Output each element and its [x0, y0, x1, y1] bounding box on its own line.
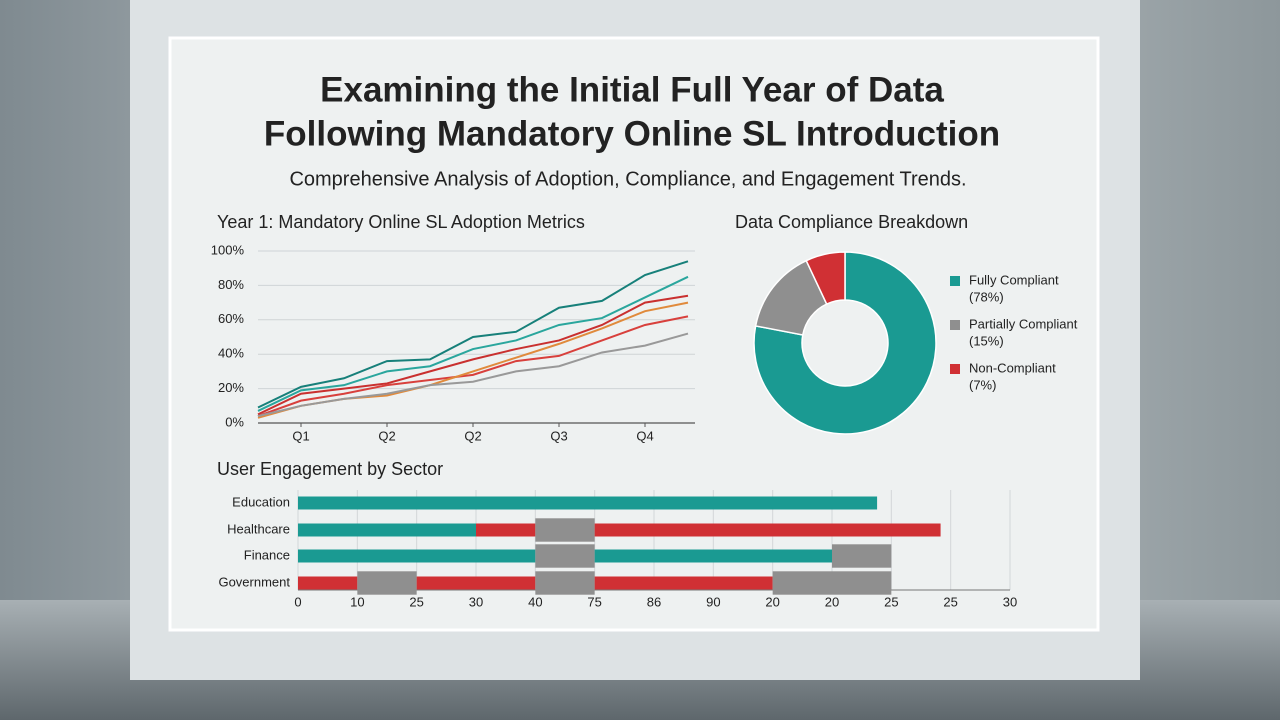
x-tick-label: Q3: [550, 428, 567, 443]
y-tick-label: 60%: [218, 311, 244, 326]
x-tick-label: 90: [706, 594, 720, 609]
bar-segment: [298, 549, 536, 563]
x-tick-label: 30: [469, 594, 483, 609]
x-tick-label: 20: [765, 594, 779, 609]
legend-label: Non-Compliant: [969, 360, 1056, 375]
x-tick-label: 25: [943, 594, 957, 609]
bar-segment: [298, 523, 476, 537]
pie-slice: [753, 251, 937, 435]
bar-segment: [535, 544, 595, 568]
y-tick-label: Finance: [244, 547, 290, 562]
y-tick-label: 20%: [218, 380, 244, 395]
bar-segment: [476, 523, 536, 537]
x-tick-label: Q2: [464, 428, 481, 443]
bar-segment: [772, 571, 832, 595]
bar-segment: [832, 571, 892, 595]
legend-swatch: [950, 320, 960, 330]
bar-segment: [832, 544, 892, 568]
title-line: Examining the Initial Full Year of Data: [320, 70, 944, 109]
line-series: [257, 332, 689, 418]
x-tick-label: Q4: [636, 428, 653, 443]
x-tick-label: 25: [409, 594, 423, 609]
x-tick-label: 10: [350, 594, 364, 609]
y-tick-label: Education: [232, 494, 290, 509]
title-line: Following Mandatory Online SL Introducti…: [264, 114, 1000, 153]
x-tick-label: 30: [1003, 594, 1017, 609]
x-tick-label: Q1: [292, 428, 309, 443]
bar-segment: [535, 571, 595, 595]
pie-slice: [805, 251, 846, 306]
y-tick-label: Government: [218, 574, 290, 589]
charts: 0% 20% 40% 60% 80% 100% Q1 Q2 Q2 Q3 Q4 Fully Compli…: [211, 242, 1078, 609]
subtitle: Comprehensive Analysis of Adoption, Comp…: [289, 168, 966, 190]
chart-title: Data Compliance Breakdown: [735, 212, 968, 232]
legend-value: (7%): [969, 377, 996, 392]
legend-label: Partially Compliant: [969, 316, 1078, 331]
bar-segment: [298, 576, 358, 590]
x-tick-label: 86: [647, 594, 661, 609]
x-tick-label: 20: [825, 594, 839, 609]
bar-segment: [416, 576, 536, 590]
x-tick-label: 75: [587, 594, 601, 609]
x-tick-label: 40: [528, 594, 542, 609]
bar-segment: [594, 523, 941, 537]
line-series: [257, 275, 689, 412]
line-series: [257, 294, 689, 416]
y-tick-label: 40%: [218, 346, 244, 361]
chart-title: Year 1: Mandatory Online SL Adoption Met…: [217, 212, 585, 232]
y-tick-label: 80%: [218, 277, 244, 292]
legend-label: Fully Compliant: [969, 272, 1059, 287]
legend-value: (15%): [969, 333, 1004, 348]
bar-segment: [594, 549, 832, 563]
y-tick-label: Healthcare: [227, 521, 290, 536]
bar-segment: [535, 518, 595, 542]
legend-value: (78%): [969, 289, 1004, 304]
y-tick-label: 100%: [211, 242, 245, 257]
x-tick-label: Q2: [378, 428, 395, 443]
bar-segment: [594, 576, 773, 590]
bar-segment: [298, 496, 878, 510]
x-tick-label: 25: [884, 594, 898, 609]
legend-swatch: [950, 276, 960, 286]
legend-swatch: [950, 364, 960, 374]
bar-segment: [357, 571, 417, 595]
line-series: [257, 260, 689, 409]
y-tick-label: 0%: [225, 414, 244, 429]
x-tick-label: 0: [294, 594, 301, 609]
chart-title: User Engagement by Sector: [217, 459, 443, 479]
line-series: [257, 315, 689, 418]
